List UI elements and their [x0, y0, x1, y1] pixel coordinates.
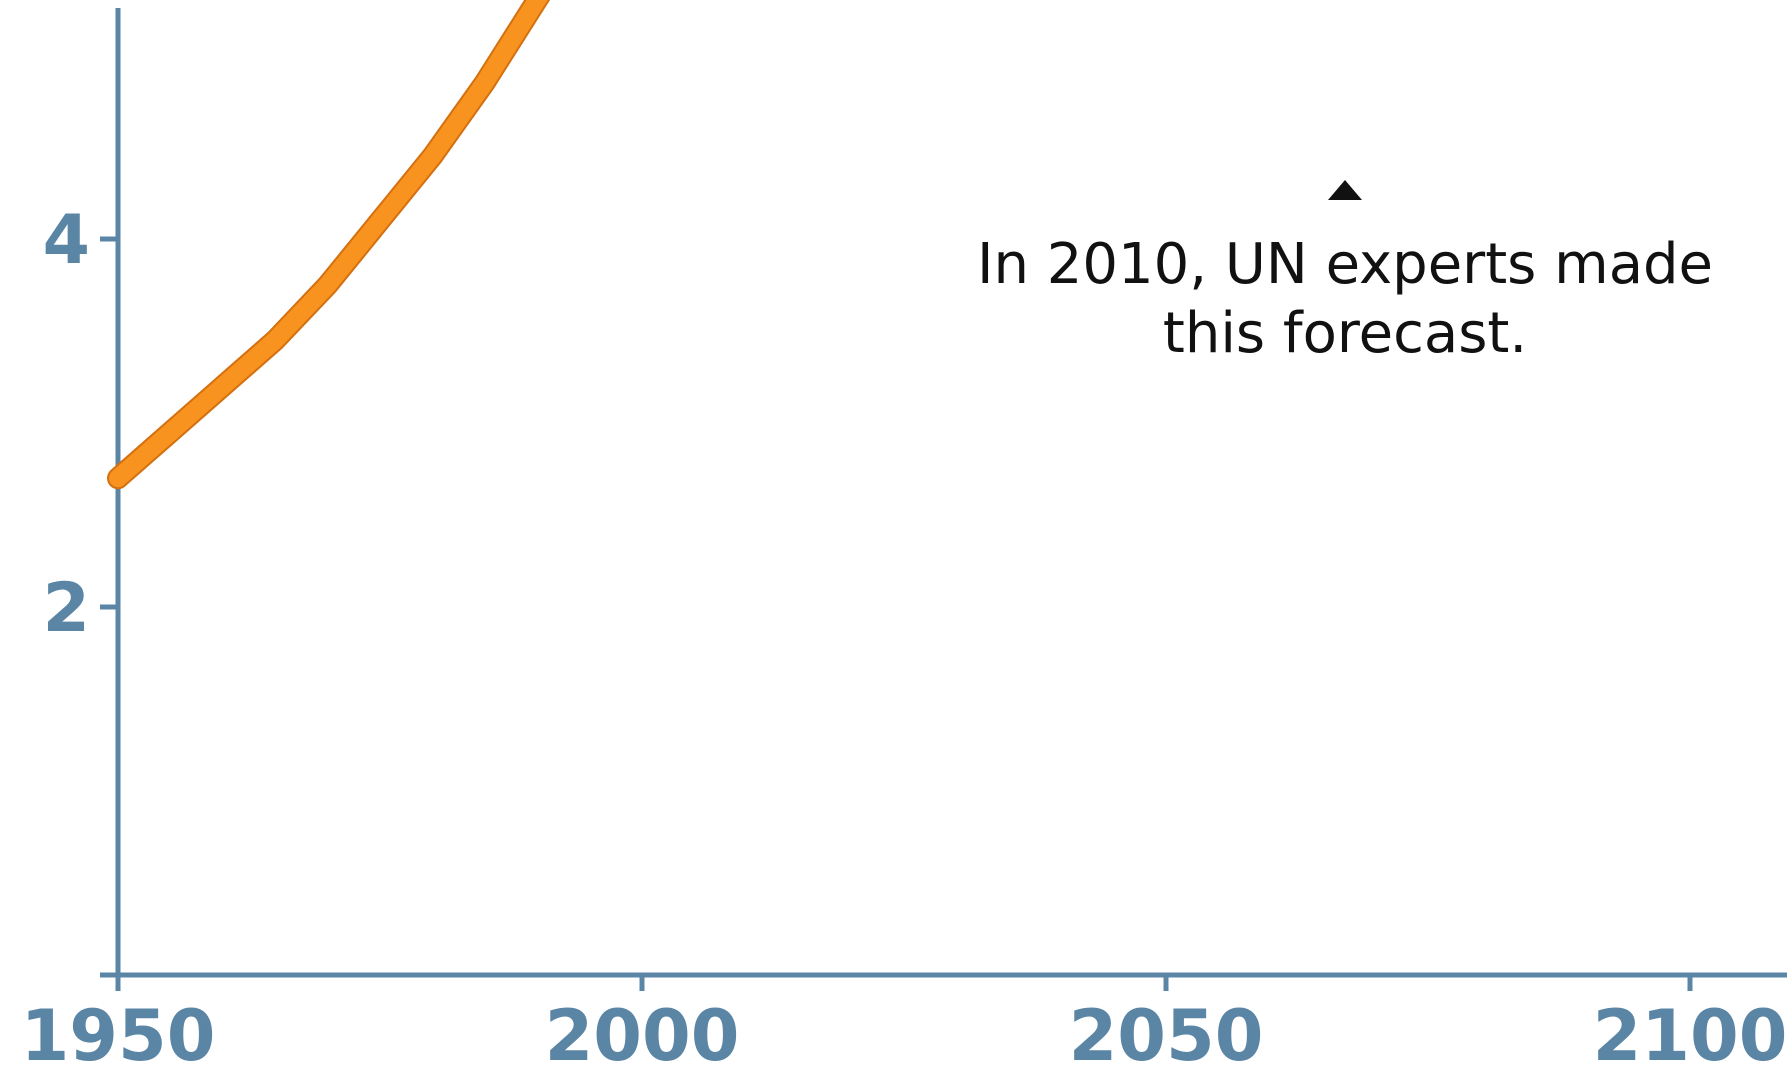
annotation-text-line: In 2010, UN experts made [977, 232, 1713, 297]
x-tick-label: 2100 [1593, 995, 1787, 1071]
annotation-arrowhead [1328, 180, 1362, 200]
y-tick-label: 2 [43, 569, 90, 648]
history-line [109, 0, 548, 488]
annotation-text-line: this forecast. [1163, 301, 1527, 366]
x-tick-label: 2050 [1069, 995, 1264, 1071]
y-tick-label: 4 [43, 201, 90, 280]
series-layer [107, 0, 551, 490]
x-tick-label: 2000 [545, 995, 740, 1071]
x-tick-label: 1950 [21, 995, 216, 1071]
